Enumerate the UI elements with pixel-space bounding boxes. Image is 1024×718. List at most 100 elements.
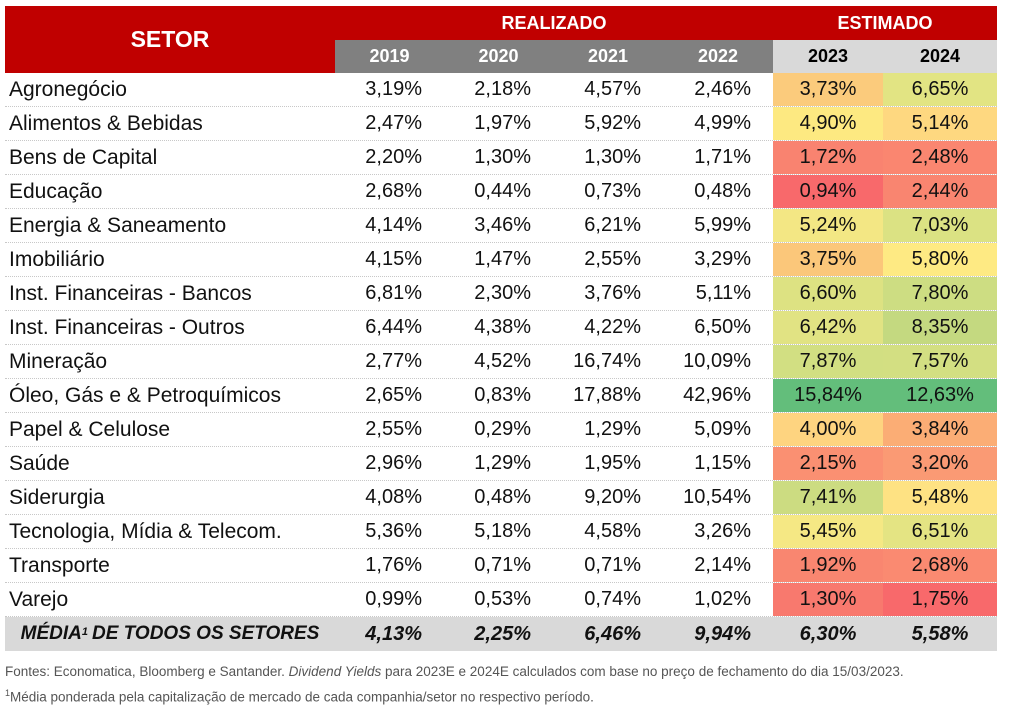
year-header-2023: 2023 [773, 40, 883, 73]
value-cell-2020: 0,48% [474, 486, 531, 508]
value-cell-2021: 4,22% [584, 316, 641, 338]
value-cell-2019: 1,76% [365, 554, 422, 576]
value-cell-2022: 5,09% [694, 418, 751, 440]
setor-column-header: SETOR [5, 6, 335, 73]
value-cell-2022: 0,48% [694, 180, 751, 202]
sector-name: Alimentos & Bebidas [9, 111, 203, 135]
sector-name: Agronegócio [9, 77, 127, 101]
value-cell-2023: 1,72% [773, 141, 883, 174]
table-row: Alimentos & Bebidas 2,47% 1,97% 5,92% 4,99% 4… [5, 107, 997, 141]
year-header-2020: 2020 [444, 40, 553, 73]
value-cell-2023: 1,92% [773, 549, 883, 582]
value-cell-2024: 8,35% [883, 311, 997, 344]
value-cell-2020: 1,30% [474, 146, 531, 168]
value-cell-2020: 5,18% [474, 520, 531, 542]
value-cell-2019: 5,36% [365, 520, 422, 542]
year-header-2022: 2022 [663, 40, 773, 73]
estimado-group-header: ESTIMADO [837, 12, 933, 33]
table-row: Siderurgia 4,08% 0,48% 9,20% 10,54% 7,41% 5,48… [5, 481, 997, 515]
average-value-2019: 4,13% [365, 622, 422, 645]
value-cell-2021: 5,92% [584, 112, 641, 134]
value-cell-2020: 4,52% [474, 350, 531, 372]
value-cell-2024: 2,48% [883, 141, 997, 174]
realizado-group-header: REALIZADO [501, 12, 607, 33]
value-cell-2024: 2,68% [883, 549, 997, 582]
value-cell-2021: 16,74% [573, 350, 641, 372]
table-row: Óleo, Gás e & Petroquímicos 2,65% 0,83% 17,… [5, 379, 997, 413]
table-row: Inst. Financeiras - Bancos 6,81% 2,30% 3,76… [5, 277, 997, 311]
year-header-row: 2019 2020 2021 2022 2023 2024 [5, 40, 997, 73]
value-cell-2020: 0,53% [474, 588, 531, 610]
value-cell-2024: 7,03% [883, 209, 997, 242]
sector-name: Papel & Celulose [9, 417, 171, 441]
value-cell-2024: 5,14% [883, 107, 997, 140]
value-cell-2022: 42,96% [683, 384, 751, 406]
value-cell-2019: 6,44% [365, 316, 422, 338]
year-header-2019: 2019 [335, 40, 444, 73]
value-cell-2019: 4,08% [365, 486, 422, 508]
average-row: MÉDIA 1 DE TODOS OS SETORES 4,13% 2,25% 6,… [5, 617, 997, 651]
average-value-2021: 6,46% [584, 622, 641, 645]
value-cell-2020: 3,46% [474, 214, 531, 236]
value-cell-2020: 1,97% [474, 112, 531, 134]
value-cell-2024: 1,75% [883, 583, 997, 616]
sector-name: Transporte [9, 553, 110, 577]
value-cell-2024: 3,84% [883, 413, 997, 446]
value-cell-2023: 2,15% [773, 447, 883, 480]
value-cell-2023: 1,30% [773, 583, 883, 616]
value-cell-2021: 0,74% [584, 588, 641, 610]
sector-name: Educação [9, 179, 103, 203]
value-cell-2024: 7,57% [883, 345, 997, 378]
sector-name: Óleo, Gás e & Petroquímicos [9, 383, 281, 407]
value-cell-2024: 5,80% [883, 243, 997, 276]
year-header-2024: 2024 [883, 40, 997, 73]
average-label-main: MÉDIA [20, 623, 82, 644]
average-value-2024: 5,58% [911, 622, 969, 645]
value-cell-2021: 4,58% [584, 520, 641, 542]
table-row: Imobiliário 4,15% 1,47% 2,55% 3,29% 3,75% 5,80… [5, 243, 997, 277]
sector-name: Saúde [9, 451, 70, 475]
value-cell-2022: 3,26% [694, 520, 751, 542]
value-cell-2020: 1,47% [474, 248, 531, 270]
value-cell-2022: 2,46% [694, 78, 751, 100]
value-cell-2019: 2,68% [365, 180, 422, 202]
value-cell-2024: 12,63% [883, 379, 997, 412]
value-cell-2023: 4,00% [773, 413, 883, 446]
sector-name: Imobiliário [9, 247, 105, 271]
average-label-footnote-mark: 1 [81, 626, 88, 638]
table-row: Tecnologia, Mídia & Telecom. 5,36% 5,18% 4,… [5, 515, 997, 549]
table-row: Saúde 2,96% 1,29% 1,95% 1,15% 2,15% 3,20% [5, 447, 997, 481]
value-cell-2020: 0,71% [474, 554, 531, 576]
value-cell-2021: 1,30% [584, 146, 641, 168]
value-cell-2023: 3,73% [773, 73, 883, 106]
value-cell-2021: 9,20% [584, 486, 641, 508]
value-cell-2023: 6,60% [773, 277, 883, 310]
value-cell-2021: 1,29% [584, 418, 641, 440]
value-cell-2019: 2,65% [365, 384, 422, 406]
footnote-mark: 1 [5, 688, 11, 698]
value-cell-2024: 5,48% [883, 481, 997, 514]
value-cell-2020: 0,29% [474, 418, 531, 440]
footnote-sources-text-rest: para 2023E e 2024E calculados com base n… [381, 664, 904, 679]
value-cell-2022: 10,54% [683, 486, 751, 508]
value-cell-2022: 3,29% [694, 248, 751, 270]
value-cell-2024: 6,65% [883, 73, 997, 106]
value-cell-2020: 4,38% [474, 316, 531, 338]
value-cell-2023: 3,75% [773, 243, 883, 276]
value-cell-2021: 17,88% [573, 384, 641, 406]
value-cell-2022: 2,14% [694, 554, 751, 576]
footnote-sources: Fontes: Economatica, Bloomberg e Santand… [5, 664, 904, 679]
average-value-2023: 6,30% [799, 622, 857, 645]
year-header-2021: 2021 [553, 40, 663, 73]
value-cell-2021: 4,57% [584, 78, 641, 100]
value-cell-2020: 2,30% [474, 282, 531, 304]
sector-name: Energia & Saneamento [9, 213, 227, 237]
value-cell-2019: 4,15% [365, 248, 422, 270]
footnote-average: 1Média ponderada pela capitalização de m… [5, 688, 594, 705]
value-cell-2022: 1,71% [694, 146, 751, 168]
value-cell-2019: 4,14% [365, 214, 422, 236]
value-cell-2019: 6,81% [365, 282, 422, 304]
sector-name: Tecnologia, Mídia & Telecom. [9, 519, 282, 543]
table-row: Educação 2,68% 0,44% 0,73% 0,48% 0,94% 2,44% [5, 175, 997, 209]
value-cell-2022: 1,15% [694, 452, 751, 474]
